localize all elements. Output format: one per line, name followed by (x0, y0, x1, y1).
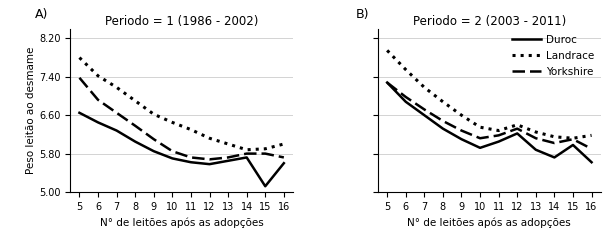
Yorkshire (262, 152, 269, 155)
Duroc (569, 144, 576, 146)
Yorkshire (402, 96, 409, 98)
Landrace (458, 114, 465, 117)
Yorkshire (495, 134, 502, 137)
Line: Landrace: Landrace (387, 50, 592, 138)
Line: Yorkshire: Yorkshire (387, 83, 592, 149)
Duroc (76, 111, 83, 114)
Duroc (95, 121, 102, 124)
X-axis label: N° de leitões após as adopções: N° de leitões após as adopções (407, 217, 571, 228)
X-axis label: N° de leitões após as adopções: N° de leitões após as adopções (100, 217, 264, 228)
Duroc (206, 163, 213, 166)
Landrace (243, 148, 250, 151)
Yorkshire (588, 147, 595, 150)
Title: Periodo = 1 (1986 - 2002): Periodo = 1 (1986 - 2002) (105, 15, 258, 28)
Duroc (476, 146, 484, 149)
Landrace (551, 135, 558, 138)
Yorkshire (476, 137, 484, 140)
Line: Yorkshire: Yorkshire (79, 78, 284, 159)
Yorkshire (243, 152, 250, 155)
Landrace (95, 74, 102, 77)
Yorkshire (150, 138, 157, 141)
Yorkshire (224, 156, 232, 159)
Landrace (169, 121, 176, 124)
Landrace (421, 86, 428, 89)
Landrace (132, 99, 139, 102)
Duroc (421, 114, 428, 117)
Landrace (495, 129, 502, 132)
Yorkshire (132, 124, 139, 127)
Landrace (588, 134, 595, 137)
Duroc (588, 161, 595, 164)
Yorkshire (113, 111, 120, 114)
Duroc (458, 138, 465, 141)
Duroc (224, 159, 232, 162)
Duroc (113, 129, 120, 132)
Landrace (532, 131, 539, 133)
Yorkshire (95, 98, 102, 101)
Duroc (280, 162, 287, 165)
Duroc (132, 140, 139, 143)
Duroc (187, 161, 195, 164)
Duroc (402, 100, 409, 103)
Duroc (169, 157, 176, 160)
Duroc (532, 148, 539, 151)
Landrace (514, 123, 521, 126)
Yorkshire (551, 142, 558, 144)
Text: A): A) (35, 8, 48, 21)
Duroc (384, 81, 391, 84)
Duroc (150, 150, 157, 153)
Landrace (569, 137, 576, 140)
Landrace (150, 113, 157, 116)
Yorkshire (532, 137, 539, 140)
Landrace (113, 86, 120, 89)
Title: Periodo = 2 (2003 - 2011): Periodo = 2 (2003 - 2011) (413, 15, 566, 28)
Landrace (76, 56, 83, 59)
Landrace (280, 143, 287, 145)
Yorkshire (439, 120, 447, 122)
Line: Duroc: Duroc (79, 113, 284, 186)
Landrace (262, 147, 269, 150)
Landrace (476, 126, 484, 129)
Landrace (384, 49, 391, 52)
Landrace (439, 100, 447, 103)
Line: Duroc: Duroc (387, 83, 592, 162)
Landrace (187, 128, 195, 131)
Duroc (243, 156, 250, 159)
Duroc (495, 140, 502, 143)
Duroc (439, 127, 447, 130)
Duroc (551, 156, 558, 159)
Yorkshire (169, 150, 176, 153)
Line: Landrace: Landrace (79, 58, 284, 150)
Yorkshire (280, 156, 287, 159)
Yorkshire (206, 158, 213, 161)
Text: B): B) (356, 8, 369, 21)
Landrace (224, 143, 232, 145)
Yorkshire (187, 156, 195, 159)
Yorkshire (76, 76, 83, 79)
Landrace (402, 68, 409, 71)
Yorkshire (514, 127, 521, 130)
Yorkshire (569, 138, 576, 141)
Duroc (514, 132, 521, 135)
Y-axis label: Peso leitão ao desmame: Peso leitão ao desmame (26, 47, 36, 174)
Yorkshire (421, 108, 428, 111)
Duroc (262, 185, 269, 188)
Yorkshire (384, 81, 391, 84)
Legend: Duroc, Landrace, Yorkshire: Duroc, Landrace, Yorkshire (508, 31, 599, 81)
Yorkshire (458, 129, 465, 132)
Landrace (206, 137, 213, 140)
